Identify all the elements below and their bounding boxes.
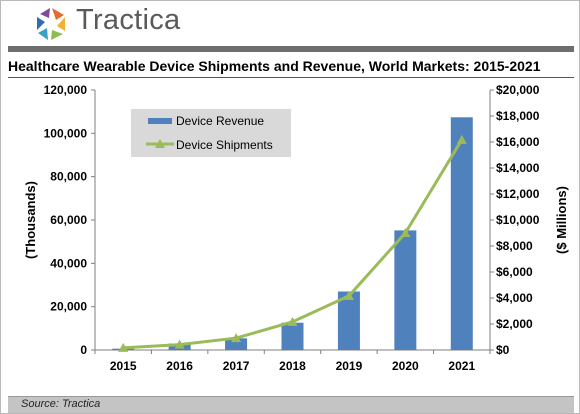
legend-shipments-marker [155, 139, 165, 148]
revenue-bar-2020 [394, 230, 417, 350]
right-tick-label: $12,000 [496, 187, 540, 201]
left-tick-label: 120,000 [44, 83, 88, 97]
x-tick-label: 2018 [279, 359, 306, 373]
tractica-logo-icon [37, 8, 65, 40]
shipments-point-2019 [343, 290, 354, 300]
left-tick-label: 60,000 [50, 213, 87, 227]
left-axis-title: (Thousands) [23, 181, 38, 259]
shipments-point-2021 [456, 134, 467, 144]
x-tick-label: 2019 [336, 359, 363, 373]
right-tick-label: $16,000 [496, 135, 540, 149]
brand-name: Tractica [76, 4, 181, 36]
right-tick-label: $0 [496, 343, 510, 357]
chart-title: Healthcare Wearable Device Shipments and… [8, 58, 541, 74]
right-tick-label: $8,000 [496, 239, 533, 253]
x-tick-label: 2015 [110, 359, 137, 373]
right-tick-label: $10,000 [496, 213, 540, 227]
right-tick-label: $4,000 [496, 291, 533, 305]
right-tick-label: $14,000 [496, 161, 540, 175]
legend-revenue-label: Device Revenue [176, 114, 264, 128]
x-tick-label: 2016 [166, 359, 193, 373]
revenue-bar-2017 [225, 338, 248, 350]
x-tick-label: 2020 [392, 359, 419, 373]
legend-box [131, 109, 291, 157]
right-tick-label: $6,000 [496, 265, 533, 279]
combo-chart: 0 20,000 40,000 60,000 80,000 100,000 120,000 $… [23, 83, 569, 373]
title-divider [8, 77, 574, 78]
header-divider [8, 46, 574, 52]
left-tick-label: 40,000 [50, 256, 87, 270]
left-tick-label: 80,000 [50, 170, 87, 184]
left-tick-label: 20,000 [50, 300, 87, 314]
shipments-point-2018 [287, 316, 298, 326]
header: Tractica [0, 0, 580, 44]
shipments-point-2020 [400, 228, 411, 237]
x-tick-label: 2017 [223, 359, 250, 373]
source-footer: Source: Tractica [8, 396, 574, 413]
shipments-point-2016 [174, 339, 185, 349]
right-tick-label: $2,000 [496, 317, 533, 331]
right-axis-title: ($ Millions) [554, 186, 569, 254]
legend-shipments-label: Device Shipments [176, 138, 273, 152]
left-tick-label: 100,000 [44, 126, 88, 140]
revenue-bar-2019 [337, 291, 360, 350]
source-note: Source: Tractica [21, 398, 101, 410]
legend-revenue-swatch [148, 118, 172, 124]
shipments-point-2017 [231, 333, 242, 343]
left-tick-label: 0 [80, 343, 87, 357]
right-tick-label: $18,000 [496, 109, 540, 123]
right-tick-label: $20,000 [496, 83, 540, 97]
x-tick-label: 2021 [448, 359, 475, 373]
shipments-point-2015 [118, 342, 129, 352]
revenue-bar-2018 [281, 322, 304, 350]
revenue-bar-2021 [450, 117, 473, 350]
